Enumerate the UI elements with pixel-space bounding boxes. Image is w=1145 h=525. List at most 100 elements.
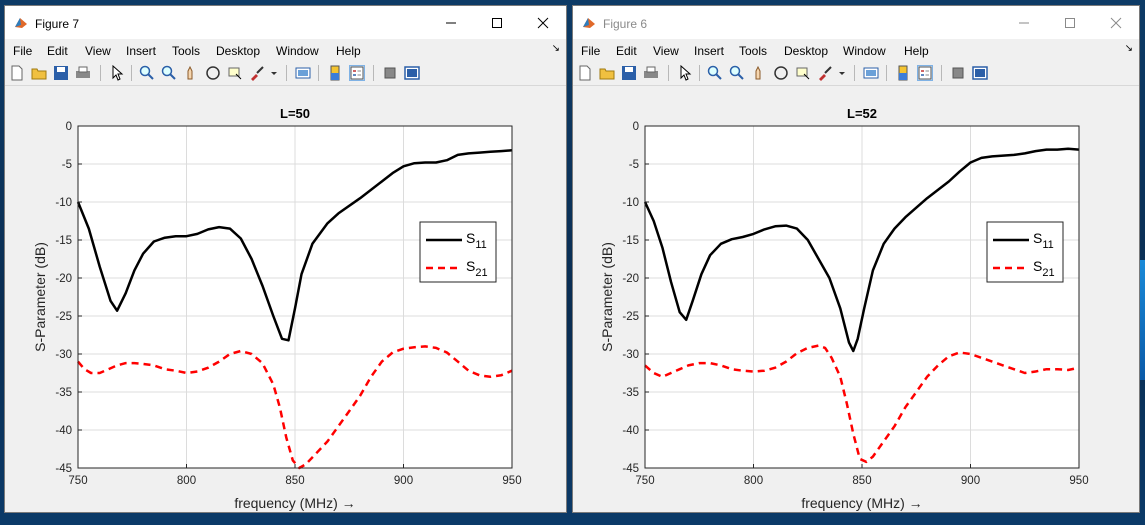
pan-icon[interactable] bbox=[183, 65, 199, 81]
toolbar bbox=[5, 61, 566, 86]
maximize-button[interactable] bbox=[474, 6, 520, 39]
colorbar-icon[interactable] bbox=[327, 65, 343, 81]
y-tick-label: -5 bbox=[629, 159, 639, 171]
data-cursor-icon[interactable] bbox=[795, 65, 811, 81]
series-line-s21 bbox=[644, 344, 1080, 464]
legend-toggle-button[interactable] bbox=[349, 65, 365, 81]
toolbar-separator bbox=[699, 65, 700, 81]
data-cursor-icon[interactable] bbox=[227, 65, 243, 81]
legend-box[interactable] bbox=[419, 221, 497, 283]
y-tick-label: -15 bbox=[55, 235, 72, 247]
minimize-icon bbox=[1019, 22, 1029, 23]
maximize-button[interactable] bbox=[1047, 6, 1093, 39]
x-tick-label: 800 bbox=[744, 475, 763, 487]
x-tick-label: 850 bbox=[285, 475, 304, 487]
link-plot-icon[interactable] bbox=[863, 65, 879, 81]
menu-tools[interactable]: Tools bbox=[172, 44, 201, 58]
toolbar-separator bbox=[886, 65, 887, 81]
y-tick-label: -5 bbox=[62, 159, 72, 171]
menu-file[interactable]: File bbox=[581, 44, 601, 58]
show-plot-tools-icon[interactable] bbox=[972, 65, 988, 81]
y-tick-label: -20 bbox=[55, 273, 72, 285]
toolbar-separator bbox=[100, 65, 101, 81]
menu-file[interactable]: File bbox=[13, 44, 33, 58]
series-line-s11 bbox=[643, 147, 1080, 353]
dock-arrow-icon[interactable]: ↘ bbox=[551, 43, 560, 54]
print-icon[interactable] bbox=[643, 65, 659, 81]
menu-desktop[interactable]: Desktop bbox=[216, 44, 261, 58]
chart-title: L=50 bbox=[280, 106, 310, 121]
minimize-button[interactable] bbox=[428, 6, 474, 39]
maximize-icon bbox=[1065, 17, 1075, 28]
show-plot-tools-icon[interactable] bbox=[404, 65, 420, 81]
y-tick-label: -30 bbox=[55, 349, 72, 361]
series-line-s11 bbox=[76, 149, 513, 342]
x-tick-label: 950 bbox=[502, 475, 521, 487]
y-tick-label: -35 bbox=[622, 387, 639, 399]
hide-plot-tools-icon[interactable] bbox=[950, 65, 966, 81]
brush-icon[interactable] bbox=[817, 65, 833, 81]
menu-edit[interactable]: Edit bbox=[47, 44, 68, 58]
figure-area: 750 800 850 900 950 0 -5 -10 -15 -20 -25 -30 -35 -40 -… bbox=[5, 88, 566, 512]
title-bar[interactable]: Figure 7 bbox=[5, 6, 566, 39]
pan-icon[interactable] bbox=[751, 65, 767, 81]
zoom-out-icon[interactable] bbox=[729, 65, 745, 81]
legend-box[interactable] bbox=[986, 221, 1064, 283]
close-button[interactable] bbox=[520, 6, 566, 39]
figure-window-7: Figure 7 File Edit View Insert Tools Des… bbox=[4, 5, 567, 513]
menu-desktop[interactable]: Desktop bbox=[784, 44, 829, 58]
rotate-3d-icon[interactable] bbox=[773, 65, 789, 81]
y-axis-label: S-Parameter (dB) bbox=[599, 242, 615, 352]
title-bar[interactable]: Figure 6 bbox=[573, 6, 1139, 39]
axes-box bbox=[77, 125, 513, 469]
series-line-s21 bbox=[77, 345, 513, 470]
menu-edit[interactable]: Edit bbox=[616, 44, 637, 58]
minimize-button[interactable] bbox=[1001, 6, 1047, 39]
hide-plot-tools-icon[interactable] bbox=[382, 65, 398, 81]
dock-arrow-icon[interactable]: ↘ bbox=[1124, 43, 1133, 54]
save-icon[interactable] bbox=[53, 65, 69, 81]
menu-bar: File Edit View Insert Tools Desktop Wind… bbox=[573, 39, 1139, 61]
menu-tools[interactable]: Tools bbox=[739, 44, 768, 58]
zoom-in-icon[interactable] bbox=[139, 65, 155, 81]
toolbar-separator bbox=[668, 65, 669, 81]
open-file-icon[interactable] bbox=[599, 65, 615, 81]
y-axis-label: S-Parameter (dB) bbox=[32, 242, 48, 352]
matlab-icon bbox=[583, 18, 595, 28]
colorbar-icon[interactable] bbox=[895, 65, 911, 81]
menu-help[interactable]: Help bbox=[904, 44, 929, 58]
menu-view[interactable]: View bbox=[653, 44, 679, 58]
menu-insert[interactable]: Insert bbox=[126, 44, 157, 58]
chart-title: L=52 bbox=[847, 106, 877, 121]
zoom-out-icon[interactable] bbox=[161, 65, 177, 81]
save-icon[interactable] bbox=[621, 65, 637, 81]
new-figure-icon[interactable] bbox=[9, 65, 25, 81]
plot-axes[interactable]: 750 800 850 900 950 0 -5 -10 -15 -20 -25 -30 -35 -40 -… bbox=[5, 88, 568, 513]
menu-view[interactable]: View bbox=[85, 44, 111, 58]
chevron-down-icon[interactable] bbox=[269, 65, 279, 81]
pointer-icon[interactable] bbox=[677, 65, 693, 81]
new-figure-icon[interactable] bbox=[577, 65, 593, 81]
open-file-icon[interactable] bbox=[31, 65, 47, 81]
plot-axes[interactable]: 750 800 850 900 950 0 -5 -10 -15 -20 -25 -30 -35 -40 -… bbox=[573, 88, 1141, 513]
pointer-icon[interactable] bbox=[109, 65, 125, 81]
menu-window[interactable]: Window bbox=[843, 44, 886, 58]
y-tick-label: -45 bbox=[622, 463, 639, 475]
y-tick-label: -10 bbox=[55, 197, 72, 209]
print-icon[interactable] bbox=[75, 65, 91, 81]
menu-window[interactable]: Window bbox=[276, 44, 319, 58]
link-plot-icon[interactable] bbox=[295, 65, 311, 81]
close-icon bbox=[537, 17, 549, 28]
legend-toggle-button[interactable] bbox=[917, 65, 933, 81]
y-tick-label: -20 bbox=[622, 273, 639, 285]
brush-icon[interactable] bbox=[249, 65, 265, 81]
close-button[interactable] bbox=[1093, 6, 1139, 39]
menu-insert[interactable]: Insert bbox=[694, 44, 725, 58]
y-tick-label: -15 bbox=[622, 235, 639, 247]
zoom-in-icon[interactable] bbox=[707, 65, 723, 81]
chevron-down-icon[interactable] bbox=[837, 65, 847, 81]
menu-help[interactable]: Help bbox=[336, 44, 361, 58]
rotate-3d-icon[interactable] bbox=[205, 65, 221, 81]
x-tick-label: 900 bbox=[394, 475, 413, 487]
toolbar-separator bbox=[286, 65, 287, 81]
